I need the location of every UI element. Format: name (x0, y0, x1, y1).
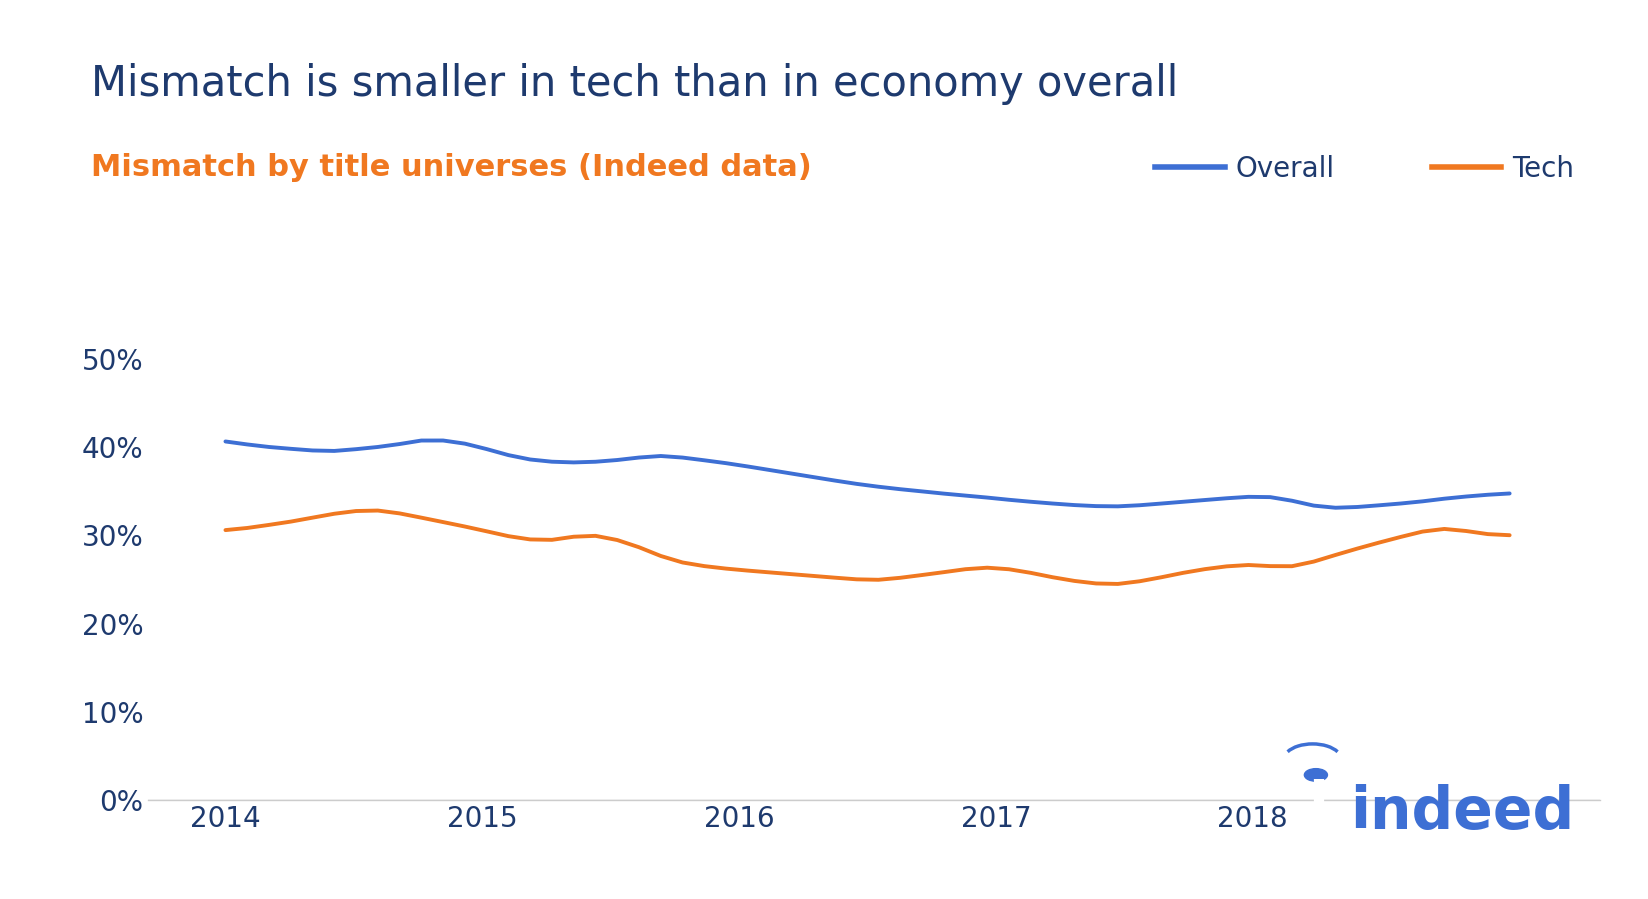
Text: indeed: indeed (1350, 784, 1574, 841)
Legend: Overall, Tech: Overall, Tech (1144, 144, 1585, 194)
Circle shape (1304, 769, 1327, 781)
Text: i: i (1307, 779, 1327, 836)
Text: Mismatch by title universes (Indeed data): Mismatch by title universes (Indeed data… (91, 153, 811, 182)
Text: Mismatch is smaller in tech than in economy overall: Mismatch is smaller in tech than in econ… (91, 63, 1177, 105)
